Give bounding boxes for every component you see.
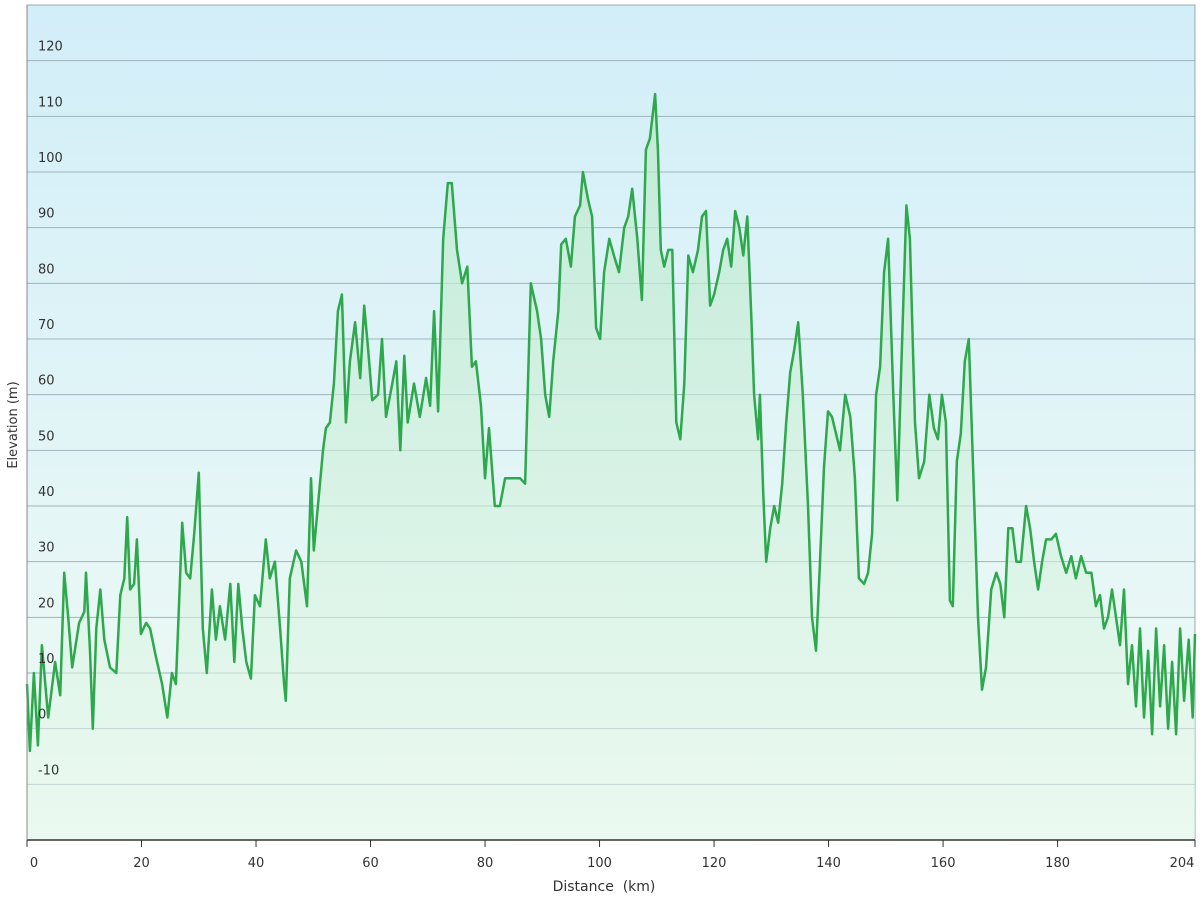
- labels: -10 0 10 20 30 40 50 60 70 80 90 100 110 120 0 20 40 60 80…: [30, 40, 1195, 871]
- y-tick-label: 80: [38, 262, 55, 277]
- x-axis-label: Distance (km): [553, 879, 656, 895]
- x-tick-label: 100: [587, 856, 612, 871]
- y-tick-label: 30: [38, 541, 55, 556]
- area-fill: [27, 94, 1195, 841]
- y-tick-label: -10: [38, 763, 59, 778]
- y-tick-label: 40: [38, 485, 55, 500]
- x-tick-label: 140: [816, 856, 841, 871]
- y-tick-label: 50: [38, 429, 55, 444]
- y-tick-label: 70: [38, 318, 55, 333]
- x-tick-label: 180: [1045, 856, 1070, 871]
- y-tick-label: 100: [38, 151, 63, 166]
- x-tick-label: 40: [248, 856, 265, 871]
- x-tick-label: 20: [133, 856, 150, 871]
- y-tick-label: 0: [38, 708, 46, 723]
- x-tick-label: 80: [477, 856, 494, 871]
- x-tick-label: 160: [931, 856, 956, 871]
- x-tick-label: 0: [30, 856, 38, 871]
- elevation-line: [25, 92, 1197, 753]
- y-tick-label: 120: [38, 40, 63, 55]
- y-axis-label: Elevation (m): [6, 381, 21, 468]
- marks: [25, 92, 1197, 841]
- x-tick-label: 120: [702, 856, 727, 871]
- y-tick-label: 110: [38, 95, 63, 110]
- y-tick-label: 90: [38, 207, 55, 222]
- y-tick-label: 10: [38, 652, 55, 667]
- x-tick-label: 60: [362, 856, 379, 871]
- y-tick-label: 60: [38, 374, 55, 389]
- x-tick-label: 204: [1170, 856, 1195, 871]
- y-tick-label: 20: [38, 596, 55, 611]
